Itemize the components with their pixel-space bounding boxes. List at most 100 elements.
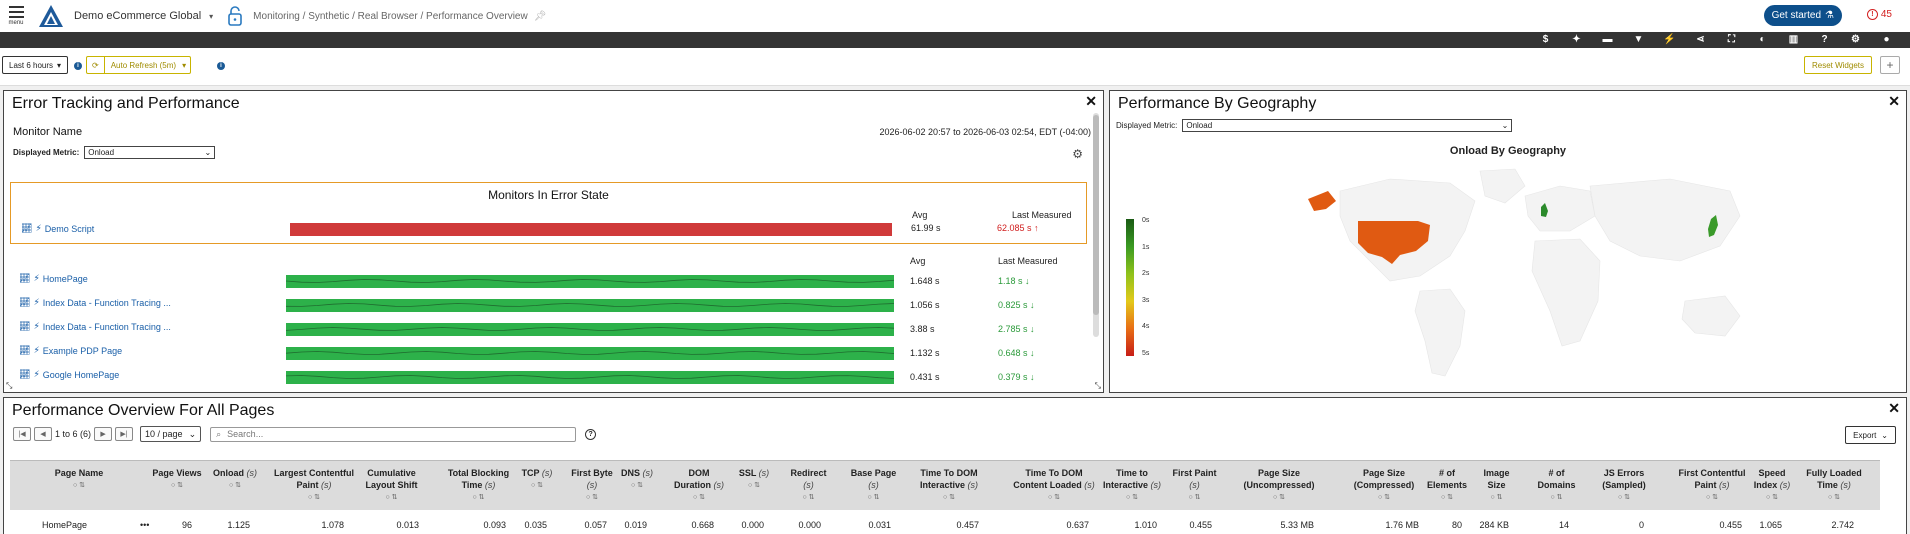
column-header[interactable]: First Paint (s) ○ ⇅	[1167, 467, 1222, 504]
sort-icon[interactable]: ○ ⇅	[530, 482, 544, 489]
add-widget-button[interactable]: +	[1880, 56, 1900, 74]
column-header[interactable]: DNS (s) ○ ⇅	[617, 467, 657, 492]
displayed-metric-select[interactable]: Onload ⌄	[1182, 119, 1513, 132]
sort-icon[interactable]: ○ ⇅	[307, 494, 321, 501]
gear-icon[interactable]: ⚙	[1072, 147, 1083, 161]
user-icon[interactable]: ●	[1883, 34, 1890, 45]
close-icon[interactable]: ✕	[1888, 93, 1900, 109]
pin-icon[interactable]: 📌︎	[533, 10, 547, 22]
column-header[interactable]: Total Blocking Time (s) ○ ⇅	[441, 467, 516, 504]
filter-icon[interactable]: ▼	[1633, 34, 1644, 45]
sort-icon[interactable]: ○ ⇅	[1705, 494, 1719, 501]
row-menu-icon[interactable]: •••	[140, 520, 150, 530]
sort-icon[interactable]: ○ ⇅	[867, 494, 880, 501]
monitor-link[interactable]: 📈︎ ⚡︎ Example PDP Page	[19, 345, 123, 356]
get-started-button[interactable]: Get started ⚗	[1763, 5, 1842, 26]
comment-icon[interactable]: ▬	[1602, 34, 1613, 45]
monitor-link[interactable]: 📈︎ ⚡︎ HomePage	[19, 273, 88, 284]
sort-icon[interactable]: ○ ⇅	[228, 482, 242, 489]
sort-icon[interactable]: ○ ⇅	[692, 494, 706, 501]
resize-handle-icon[interactable]: ⤡	[6, 381, 13, 390]
sort-icon[interactable]: ○ ⇅	[802, 494, 815, 501]
column-header[interactable]: TCP (s) ○ ⇅	[517, 467, 557, 492]
sort-icon[interactable]: ○ ⇅	[630, 482, 644, 489]
monitor-link[interactable]: 📈︎ ⚡︎ Index Data - Function Tracing ...	[19, 297, 171, 308]
displayed-metric-select[interactable]: Onload ⌄	[84, 146, 216, 159]
billing-icon[interactable]: $	[1542, 34, 1549, 45]
column-header[interactable]: Time To DOM Interactive (s) ○ ⇅	[909, 467, 989, 504]
sort-icon[interactable]: ○ ⇅	[472, 494, 485, 501]
close-icon[interactable]: ✕	[1085, 93, 1097, 109]
sort-icon[interactable]: ○ ⇅	[585, 494, 599, 501]
column-header[interactable]: First Contentful Paint (s) ○ ⇅	[1672, 467, 1752, 504]
resize-handle-icon[interactable]: ⤡	[1094, 381, 1101, 390]
panel-scrollbar[interactable]	[1093, 113, 1099, 337]
column-header[interactable]: Image Size ○ ⇅	[1474, 467, 1519, 504]
menu-button[interactable]: menu	[6, 6, 26, 26]
auto-refresh-button[interactable]: ⟳ Auto Refresh (5m) ▾	[86, 56, 192, 74]
sort-icon[interactable]: ○ ⇅	[72, 482, 86, 489]
time-range-select[interactable]: Last 6 hours ▾	[2, 56, 69, 74]
column-header[interactable]: Redirect (s) ○ ⇅	[786, 467, 831, 504]
column-header[interactable]: Largest Contentful Paint (s) ○ ⇅	[274, 467, 354, 504]
tenant-selector[interactable]: Demo eCommerce Global	[74, 10, 202, 22]
sort-icon[interactable]: ○ ⇅	[1047, 494, 1061, 501]
next-page-button[interactable]: ▶	[94, 427, 113, 441]
column-header[interactable]: Fully Loaded Time (s) ○ ⇅	[1804, 467, 1864, 504]
unlock-icon[interactable]	[227, 5, 243, 27]
prev-page-button[interactable]: ◀	[34, 427, 52, 441]
column-header[interactable]: JS Errors (Sampled) ○ ⇅	[1594, 467, 1654, 504]
ai-assist-icon[interactable]: ✦	[1572, 34, 1581, 45]
column-header[interactable]: Speed Index (s) ○ ⇅	[1752, 467, 1792, 504]
help-icon[interactable]: ?	[1821, 34, 1828, 45]
per-page-select[interactable]: 10 / page ⌄	[140, 426, 202, 442]
column-header[interactable]: Page Size (Uncompressed) ○ ⇅	[1234, 467, 1324, 504]
column-header[interactable]: Base Page (s) ○ ⇅	[846, 467, 901, 504]
column-header[interactable]: Time To DOM Content Loaded (s) ○ ⇅	[1009, 467, 1099, 504]
column-header[interactable]: First Byte (s) ○ ⇅	[567, 467, 617, 504]
docs-icon[interactable]: ▥	[1788, 34, 1799, 45]
contrast-icon[interactable]: ◐	[1759, 34, 1766, 45]
close-icon[interactable]: ✕	[1888, 400, 1900, 416]
sort-icon[interactable]: ○ ⇅	[1490, 494, 1503, 501]
info-icon[interactable]: i	[217, 62, 225, 70]
sort-icon[interactable]: ○ ⇅	[1440, 494, 1454, 501]
column-header[interactable]: # of Elements ○ ⇅	[1422, 467, 1472, 504]
column-header[interactable]: Page Name ○ ⇅	[44, 467, 114, 492]
settings-icon[interactable]: ⚙	[1851, 34, 1860, 45]
column-header[interactable]: Page Size (Compressed) ○ ⇅	[1339, 467, 1429, 504]
column-header[interactable]: SSL (s) ○ ⇅	[734, 467, 774, 492]
monitor-link-demo-script[interactable]: 📈︎ ⚡︎ Demo Script	[21, 223, 95, 234]
sort-icon[interactable]: ○ ⇅	[170, 482, 184, 489]
sort-icon[interactable]: ○ ⇅	[1765, 494, 1779, 501]
monitor-link[interactable]: 📈︎ ⚡︎ Google HomePage	[19, 369, 120, 380]
fullscreen-icon[interactable]: ⛶	[1728, 34, 1735, 45]
sort-icon[interactable]: ○ ⇅	[747, 482, 761, 489]
sort-icon[interactable]: ○ ⇅	[1827, 494, 1841, 501]
share-icon[interactable]: ⋖	[1696, 34, 1705, 45]
sort-icon[interactable]: ○ ⇅	[1617, 494, 1631, 501]
search-input[interactable]: ⌕ Search...	[210, 426, 577, 442]
column-header[interactable]: DOM Duration (s) ○ ⇅	[674, 467, 724, 504]
help-icon[interactable]: ?	[585, 428, 597, 440]
bolt-icon[interactable]: ⚡	[1663, 34, 1676, 45]
app-logo[interactable]	[38, 4, 64, 28]
column-header[interactable]: Onload (s) ○ ⇅	[210, 467, 260, 492]
monitor-link[interactable]: 📈︎ ⚡︎ Index Data - Function Tracing ...	[19, 321, 171, 332]
sort-icon[interactable]: ○ ⇅	[942, 494, 956, 501]
sort-icon[interactable]: ○ ⇅	[385, 494, 398, 501]
sort-icon[interactable]: ○ ⇅	[1550, 494, 1563, 501]
last-page-button[interactable]: ▶|	[115, 427, 134, 441]
alerts-indicator[interactable]: ! 45	[1866, 9, 1892, 20]
column-header[interactable]: Cumulative Layout Shift ○ ⇅	[354, 467, 429, 504]
column-header[interactable]: # of Domains ○ ⇅	[1534, 467, 1579, 504]
first-page-button[interactable]: |◀	[13, 427, 31, 441]
reset-widgets-button[interactable]: Reset Widgets	[1803, 56, 1872, 74]
world-map[interactable]	[1300, 161, 1770, 386]
sort-icon[interactable]: ○ ⇅	[1377, 494, 1391, 501]
column-header[interactable]: Time to Interactive (s) ○ ⇅	[1097, 467, 1167, 504]
column-header[interactable]: Page Views ○ ⇅	[152, 467, 202, 492]
sort-icon[interactable]: ○ ⇅	[1125, 494, 1139, 501]
sort-icon[interactable]: ○ ⇅	[1272, 494, 1286, 501]
info-icon[interactable]: i	[74, 62, 82, 70]
